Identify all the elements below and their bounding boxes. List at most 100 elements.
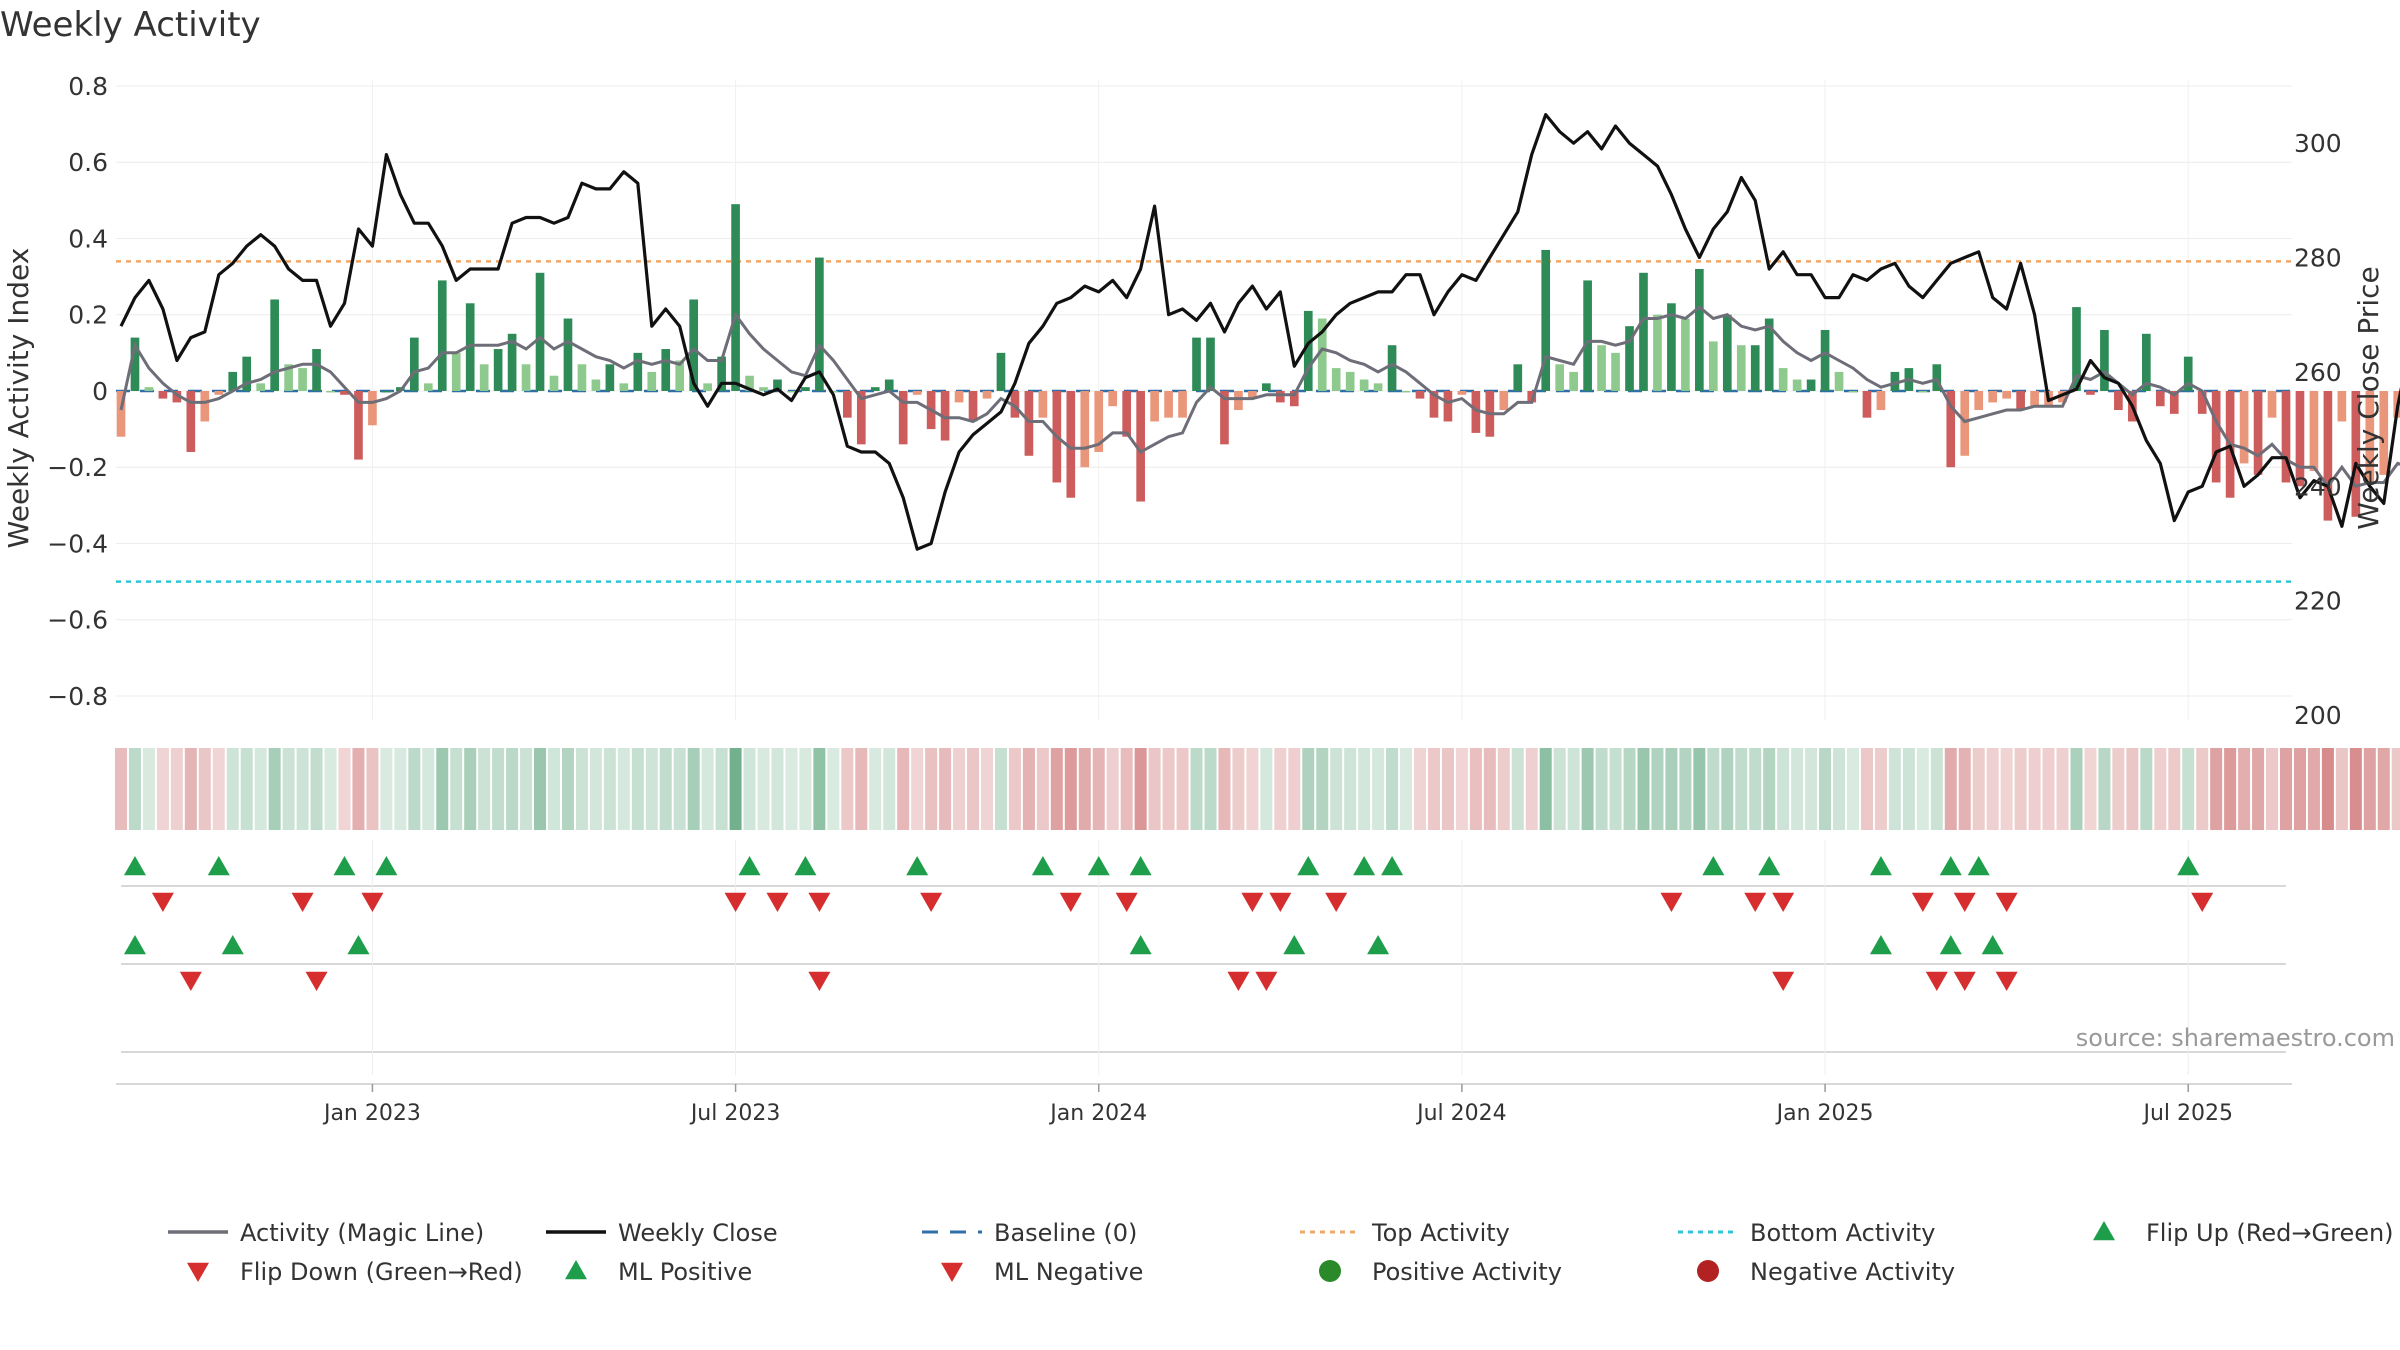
activity-bar xyxy=(340,390,349,395)
activity-bar xyxy=(200,390,210,422)
activity-bar xyxy=(354,390,363,460)
heat-strip-cell xyxy=(1651,748,1664,830)
heat-strip-cell xyxy=(1302,748,1315,830)
flip-up-marker xyxy=(1939,856,1962,876)
activity-bar xyxy=(2183,356,2193,391)
right-tick-label: 280 xyxy=(2294,244,2342,273)
heat-strip-cell xyxy=(1693,748,1706,830)
activity-bar xyxy=(1946,390,1956,468)
activity-bar xyxy=(884,379,894,391)
left-tick-label: −0.6 xyxy=(47,606,108,635)
x-axis: Jan 2023 Jul 2023 Jan 2024 Jul 2024 Jan 2025… xyxy=(116,1083,2292,1126)
activity-bar xyxy=(186,390,196,452)
activity-bar xyxy=(661,349,671,391)
activity-bar xyxy=(1359,379,1369,391)
activity-bar xyxy=(1722,314,1732,391)
left-tick-label: 0.2 xyxy=(68,301,108,330)
activity-bar xyxy=(1527,390,1537,403)
activity-bar xyxy=(1248,390,1257,399)
right-tick-label: 200 xyxy=(2294,701,2342,730)
activity-bar xyxy=(2058,390,2067,403)
heat-strip-cell xyxy=(2112,748,2125,830)
heat-strip-cell xyxy=(2182,748,2195,830)
ml-negative-marker xyxy=(808,971,831,991)
activity-bar xyxy=(130,337,140,391)
activity-bar xyxy=(1220,390,1229,445)
heat-strip-cell xyxy=(1469,748,1482,830)
activity-bar xyxy=(1792,379,1802,391)
legend-label: Activity (Magic Line) xyxy=(240,1219,484,1247)
activity-bar xyxy=(437,280,447,391)
flip-up-marker xyxy=(1087,856,1110,876)
heat-strip-cell xyxy=(1805,748,1818,830)
heat-strip-cell xyxy=(1721,748,1734,830)
heat-strip-cell xyxy=(1260,748,1273,830)
activity-bar xyxy=(1611,352,1620,391)
heat-strip-cell xyxy=(1078,748,1091,830)
right-tick-label: 220 xyxy=(2294,587,2342,616)
activity-bar xyxy=(2002,390,2011,399)
heat-strip-cell xyxy=(2266,748,2279,830)
heat-strip-cell xyxy=(1316,748,1329,830)
heat-strip-cell xyxy=(687,748,700,830)
activity-bar xyxy=(842,390,852,418)
activity-bar xyxy=(1289,390,1299,407)
heat-strip-cell xyxy=(994,748,1007,830)
heat-strip-cell xyxy=(226,748,239,830)
heat-strip-cell xyxy=(2252,748,2265,830)
heat-strip-cell xyxy=(841,748,854,830)
right-axis-label: Weekly Close Price xyxy=(2352,266,2385,529)
activity-bar xyxy=(2211,390,2221,483)
activity-bar xyxy=(703,383,712,391)
heat-strip-cell xyxy=(1330,748,1343,830)
left-axis-ticks: 0.8 0.6 0.4 0.2 0 −0.2 −0.4 −0.6 −0.8 xyxy=(47,72,108,711)
activity-bar xyxy=(759,387,768,391)
activity-bar xyxy=(1653,314,1662,391)
heat-strip-cell xyxy=(478,748,491,830)
activity-bar xyxy=(2086,390,2095,395)
activity-bar xyxy=(256,383,266,391)
activity-bar xyxy=(1736,345,1746,391)
heat-strip-cell xyxy=(128,748,141,830)
activity-bar xyxy=(172,390,182,403)
flip-down-marker xyxy=(1269,892,1292,912)
activity-bar xyxy=(1750,345,1760,391)
heat-strip-cell xyxy=(701,748,714,830)
activity-bar xyxy=(1094,390,1104,452)
heat-strip-cell xyxy=(1930,748,1943,830)
heat-strip-cell xyxy=(1777,748,1790,830)
flip-down-marker xyxy=(291,892,314,912)
ml-negative-marker xyxy=(1227,971,1250,991)
heat-strip-cell xyxy=(1120,748,1133,830)
activity-bar xyxy=(1764,318,1774,391)
flip-down-marker xyxy=(920,892,943,912)
activity-bar xyxy=(940,390,950,441)
heat-strip-cell xyxy=(953,748,966,830)
activity-bar xyxy=(2281,390,2291,483)
activity-bar xyxy=(1890,371,1900,391)
activity-bar xyxy=(535,272,545,391)
heat-strip-cell xyxy=(198,748,211,830)
heat-strip-cell xyxy=(2000,748,2013,830)
heat-strip-cell xyxy=(156,748,169,830)
heat-strip-cell xyxy=(1888,748,1901,830)
legend-label: Baseline (0) xyxy=(994,1219,1137,1247)
heat-strip-cell xyxy=(1763,748,1776,830)
activity-bar xyxy=(1080,390,1090,468)
activity-bar xyxy=(633,352,643,391)
heat-strip-cell xyxy=(1707,748,1720,830)
activity-bar xyxy=(801,387,810,391)
heat-strip-cell xyxy=(967,748,980,830)
activity-bar xyxy=(1876,390,1886,411)
heat-strip-cell xyxy=(2349,748,2362,830)
flip-up-marker xyxy=(375,856,398,876)
heat-strip-cell xyxy=(1986,748,1999,830)
heat-strip-cell xyxy=(2210,748,2223,830)
legend-swatch xyxy=(565,1260,587,1280)
flip-down-marker xyxy=(1325,892,1348,912)
left-tick-label: 0.8 xyxy=(68,72,108,101)
activity-bar xyxy=(2253,390,2263,475)
heat-strip-cell xyxy=(1441,748,1454,830)
heat-strip-cell xyxy=(1525,748,1538,830)
